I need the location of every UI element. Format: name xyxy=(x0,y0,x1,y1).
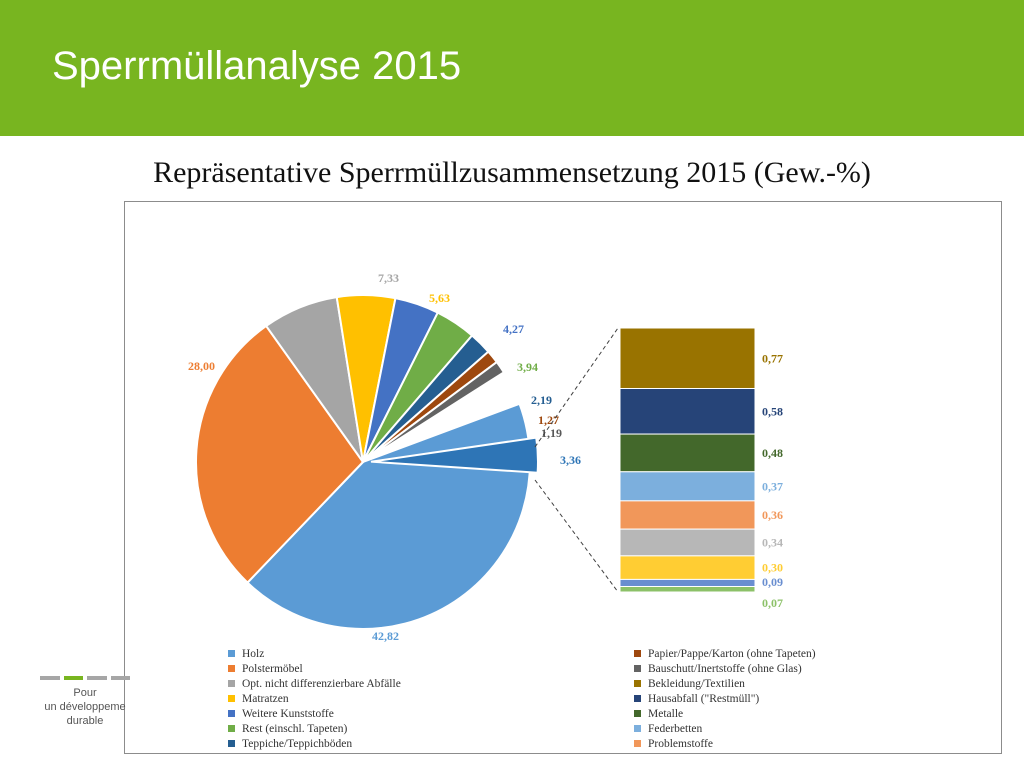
logo-bar xyxy=(40,676,60,680)
legend-label: Teppiche/Teppichböden xyxy=(242,738,352,750)
bar-data-label: 0,58 xyxy=(762,404,783,418)
legend-label: Holz xyxy=(242,648,264,660)
bar-data-label: 0,07 xyxy=(762,596,783,610)
legend-swatch xyxy=(228,650,235,657)
chart-frame: 42,82 28,00 7,33 5,63 4,27 3,94 2,19 1,27 1,19 3,… xyxy=(124,201,1002,754)
legend-swatch xyxy=(228,680,235,687)
legend-swatch xyxy=(634,725,641,732)
bar-segment xyxy=(619,471,756,502)
pie-slice xyxy=(370,436,539,474)
bar-segment xyxy=(619,555,756,580)
legend-swatch xyxy=(634,740,641,747)
pie-data-label: 1,27 xyxy=(538,413,559,427)
bar-segment xyxy=(619,327,756,389)
bar-segment xyxy=(619,388,756,435)
logo-bar xyxy=(110,676,130,680)
legend-label: Matratzen xyxy=(242,693,289,705)
logo-bars xyxy=(40,676,130,680)
bar-data-label: 0,48 xyxy=(762,446,783,460)
pie-data-label: 28,00 xyxy=(188,359,215,373)
pie-data-label: 2,19 xyxy=(531,393,552,407)
pie-data-label: 1,19 xyxy=(541,426,562,440)
connector-line xyxy=(534,479,619,593)
legend-swatch xyxy=(634,710,641,717)
pie-data-label: 3,94 xyxy=(517,360,538,374)
legend-label: Weitere Kunststoffe xyxy=(242,708,334,720)
bar-data-label: 0,34 xyxy=(762,536,783,550)
legend-label: Rest (einschl. Tapeten) xyxy=(242,723,347,735)
bar-data-label: 0,37 xyxy=(762,479,783,493)
legend-label: Papier/Pappe/Karton (ohne Tapeten) xyxy=(648,648,816,660)
legend-label: Opt. nicht differenzierbare Abfälle xyxy=(242,678,401,690)
pie-data-label: 3,36 xyxy=(560,453,581,467)
bar-segment xyxy=(619,578,756,587)
logo-text-line: un développeme xyxy=(44,701,126,713)
bar-segment xyxy=(619,528,756,557)
bar-data-label: 0,30 xyxy=(762,561,783,575)
pie-slice xyxy=(195,324,365,585)
logo-text-line: Pour xyxy=(73,687,97,699)
logo-bar xyxy=(63,676,83,680)
legend-label: Hausabfall ("Restmüll") xyxy=(648,693,759,705)
bar-data-label: 0,77 xyxy=(762,351,783,365)
legend-label: Bauschutt/Inertstoffe (ohne Glas) xyxy=(648,663,802,675)
footer-logo: Pour un développeme durable xyxy=(40,676,130,728)
logo-text-line: durable xyxy=(66,715,104,727)
legend-label: Federbetten xyxy=(648,723,703,735)
legend-label: Metalle xyxy=(648,708,683,720)
legend-swatch xyxy=(634,680,641,687)
legend-swatch xyxy=(228,710,235,717)
chart-svg: 42,82 28,00 7,33 5,63 4,27 3,94 2,19 1,271,19 3,… xyxy=(188,271,816,750)
bar-data-label: 0,09 xyxy=(762,575,783,589)
legend-label: Bekleidung/Textilien xyxy=(648,678,745,690)
pie-data-label: 4,27 xyxy=(503,322,524,336)
pie-data-label: 42,82 xyxy=(372,629,399,643)
pie-data-label: 7,33 xyxy=(378,271,399,285)
legend-label: Polstermöbel xyxy=(242,663,303,675)
bar-data-label: 0,36 xyxy=(762,508,783,522)
legend-swatch xyxy=(228,740,235,747)
legend-label: Problemstoffe xyxy=(648,738,713,750)
legend-swatch xyxy=(634,665,641,672)
chart-title: Repräsentative Sperrmüllzusammensetzung … xyxy=(153,156,871,189)
legend-swatch xyxy=(228,695,235,702)
legend-swatch xyxy=(228,665,235,672)
title-bar: Sperrmüllanalyse 2015 xyxy=(0,0,1024,136)
pie-slice xyxy=(362,360,506,463)
page-title: Sperrmüllanalyse 2015 xyxy=(52,44,462,88)
legend-swatch xyxy=(634,650,641,657)
legend-swatch xyxy=(228,725,235,732)
bar-segment xyxy=(619,500,756,530)
bar-segment xyxy=(619,586,756,593)
legend-swatch xyxy=(634,695,641,702)
connector-line xyxy=(534,327,619,448)
logo-bar xyxy=(87,676,107,680)
pie-data-label: 5,63 xyxy=(429,291,450,305)
bar-segment xyxy=(619,433,756,473)
